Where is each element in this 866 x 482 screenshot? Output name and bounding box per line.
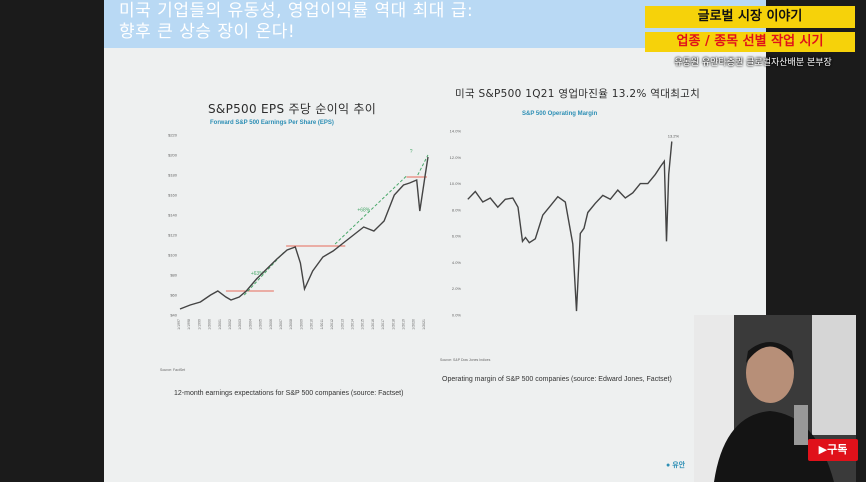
presentation-slide: 미국 기업들의 유동성, 영업이익률 역대 최대 급: 향후 큰 상승 장이 온… xyxy=(104,0,766,482)
eps-x-tick: 1/2011 xyxy=(320,319,324,329)
eps-x-tick: 1/2005 xyxy=(259,319,263,330)
margin-end-label: 13.2% xyxy=(668,134,680,139)
eps-x-tick: 1/2014 xyxy=(350,319,354,330)
margin-y-tick: 4.0% xyxy=(452,260,462,265)
eps-trend-label: +68% xyxy=(357,208,370,214)
eps-x-tick: 1/2013 xyxy=(340,319,344,330)
eps-x-tick: 1/2019 xyxy=(401,319,405,330)
margin-chart-title: 미국 S&P500 1Q21 영업마진율 13.2% 역대최고치 xyxy=(455,88,701,100)
webcam-feed xyxy=(694,315,856,482)
eps-y-tick: $140 xyxy=(168,213,178,218)
eps-x-tick: 1/2007 xyxy=(279,319,283,330)
eps-x-tick: 1/2003 xyxy=(238,319,242,330)
margin-y-tick: 6.0% xyxy=(452,234,462,239)
eps-x-tick: 1/2001 xyxy=(218,319,222,330)
eps-x-tick: 1/2010 xyxy=(310,319,314,330)
subscribe-button[interactable]: ▶구독 xyxy=(808,439,858,461)
eps-x-tick: 1/2016 xyxy=(371,319,375,330)
eps-x-tick: 1/1999 xyxy=(197,319,201,330)
eps-y-tick: $120 xyxy=(168,233,178,238)
eps-y-tick: $100 xyxy=(168,253,178,258)
eps-trend-label: ? xyxy=(410,149,413,155)
margin-source: Source: S&P Dow Jones Indices xyxy=(440,358,491,362)
eps-x-tick: 1/2017 xyxy=(381,319,385,330)
eps-y-tick: $220 xyxy=(168,133,178,138)
company-logo: ● 유안 xyxy=(666,462,686,469)
margin-caption: Operating margin of S&P 500 companies (s… xyxy=(442,376,672,383)
eps-x-tick: 1/1998 xyxy=(187,319,191,330)
eps-x-tick: 1/2004 xyxy=(248,319,252,330)
eps-x-tick: 1/2002 xyxy=(228,319,232,330)
margin-chart: 0.0% 2.0% 4.0% 6.0% 8.0% 10.0% 12.0% 14.0% 13.2% xyxy=(450,129,680,318)
eps-x-tick: 1/2021 xyxy=(422,319,426,330)
eps-y-tick: $180 xyxy=(168,173,178,178)
show-banner-topic: 업종 / 종목 선별 작업 시기 xyxy=(645,32,855,52)
margin-series-line xyxy=(467,141,673,312)
eps-x-tick: 1/2009 xyxy=(299,319,303,330)
logo-text: 유안 xyxy=(672,462,686,469)
eps-x-tick: 1/2008 xyxy=(289,319,293,330)
eps-x-tick: 1/2012 xyxy=(330,319,334,330)
eps-x-tick: 1/2015 xyxy=(361,319,365,330)
eps-trend-label: +63% xyxy=(251,271,264,277)
margin-y-tick: 12.0% xyxy=(450,155,462,160)
speaker-caption: 유동원 유안타증권 글로벌자산배분 본부장 xyxy=(674,58,832,68)
eps-y-tick: $60 xyxy=(170,293,177,298)
margin-y-tick: 14.0% xyxy=(450,129,462,134)
eps-chart-title: S&P500 EPS 주당 순이익 추이 xyxy=(208,102,377,116)
eps-caption: 12-month earnings expectations for S&P 5… xyxy=(174,390,404,397)
eps-trend-arrow xyxy=(334,174,408,245)
eps-series-line xyxy=(179,156,429,310)
margin-y-tick: 2.0% xyxy=(452,286,462,291)
eps-y-tick: $40 xyxy=(170,313,177,318)
eps-source: Source: FactSet xyxy=(160,368,186,372)
margin-y-tick: 0.0% xyxy=(452,313,462,318)
margin-y-tick: 10.0% xyxy=(450,181,462,186)
eps-x-tick: 1/2018 xyxy=(391,319,395,330)
eps-chart-subtitle: Forward S&P 500 Earnings Per Share (EPS) xyxy=(210,120,334,126)
eps-x-tick: 1/2000 xyxy=(208,319,212,330)
margin-y-tick: 8.0% xyxy=(452,207,462,212)
eps-y-tick: $200 xyxy=(168,153,178,158)
eps-trend-arrow xyxy=(417,154,429,176)
show-banner-title: 글로벌 시장 이야기 xyxy=(645,6,855,28)
eps-y-tick: $160 xyxy=(168,193,178,198)
presenter-silhouette xyxy=(694,315,856,482)
eps-x-tick: 1/2006 xyxy=(269,319,273,330)
margin-chart-subtitle: S&P 500 Operating Margin xyxy=(522,111,598,117)
eps-x-tick: 1/1997 xyxy=(177,319,181,330)
slide-title: 미국 기업들의 유동성, 영업이익률 역대 최대 급: 향후 큰 상승 장이 온… xyxy=(119,1,474,42)
eps-chart: $40 $60 $80 $100 $120 $140 $160 $180 $200 $220 1/1… xyxy=(168,133,429,330)
eps-x-tick: 1/2020 xyxy=(412,319,416,330)
eps-y-tick: $80 xyxy=(170,273,177,278)
